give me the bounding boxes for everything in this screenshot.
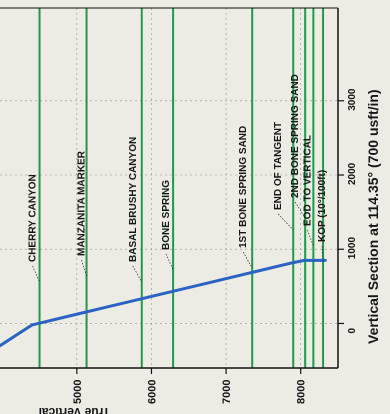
formation-leader-8: [321, 245, 324, 263]
formation-label-5: END OF TANGENT: [273, 122, 284, 210]
tvd-tick-label-5000: 5000: [72, 380, 84, 404]
formation-label-4: 1ST BONE SPRING SAND: [238, 126, 249, 248]
grid-layer: [0, 8, 338, 368]
formation-label-3: BONE SPRING: [161, 180, 172, 250]
formation-leader-5: [277, 213, 294, 231]
formation-leader-0: [32, 265, 40, 283]
formation-leader-2: [132, 265, 143, 283]
series-layer: [0, 258, 327, 348]
tvd-tick-label-8000: 8000: [296, 380, 308, 404]
formation-label-6: 2ND BONE SPRING SAND: [290, 74, 301, 198]
axes-layer: 5000 6000 7000 8000 0 1000 2000 3000 True Vertic…: [0, 7, 381, 414]
tvd-tick-label-6000: 6000: [146, 380, 158, 404]
formation-label-7: EOD TO VERTICAL: [302, 135, 313, 226]
formation-leader-3: [165, 253, 174, 271]
vs-tick-label-2000: 2000: [347, 162, 358, 185]
label-layer: CHERRY CANYON MANZANITA MARKER BASAL BRUSH…: [28, 74, 328, 283]
formation-label-8: KOP (10°/100ft): [317, 170, 328, 242]
tvd-axis-title: True Vertical: [39, 405, 110, 414]
vs-axis-title: Vertical Section at 114.35° (700 usft/in…: [365, 89, 381, 344]
vs-tick-label-0: 0: [347, 327, 358, 333]
formation-label-2: BASAL BRUSHY CANYON: [128, 137, 139, 262]
tvd-tick-label-7000: 7000: [221, 380, 233, 404]
formation-label-1: MANZANITA MARKER: [77, 150, 88, 256]
vs-tick-label-3000: 3000: [347, 88, 358, 111]
formation-leader-6: [294, 201, 306, 219]
well-path-line: [0, 258, 327, 348]
formation-leader-4: [242, 251, 253, 269]
vs-tick-label-1000: 1000: [347, 237, 358, 260]
formation-label-0: CHERRY CANYON: [28, 174, 39, 262]
formation-lines: [38, 8, 325, 368]
